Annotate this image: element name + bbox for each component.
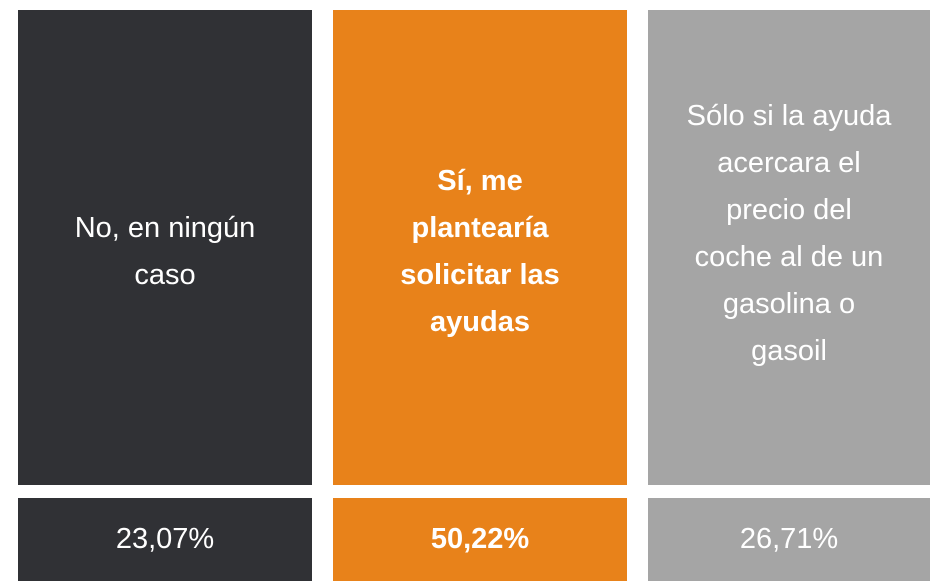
option-percentage: 23,07%: [18, 498, 312, 581]
option-percentage: 50,22%: [333, 498, 627, 581]
option-label-line: acercara el: [717, 146, 861, 179]
option-label-box: Sólo si la ayuda acercara el precio del coc…: [648, 10, 930, 485]
option-label-line: Sólo si la ayuda: [686, 99, 892, 132]
option-label-line: Sí, me: [437, 164, 523, 197]
option-label-line: ayudas: [430, 305, 530, 338]
option-label-line: precio del: [726, 193, 852, 226]
option-percentage: 26,71%: [648, 498, 930, 581]
option-label-line: caso: [134, 258, 196, 291]
option-label-box: Sí, me plantearía solicitar las ayudas: [333, 10, 627, 485]
option-label-line: gasolina o: [722, 287, 856, 320]
option-label-box: No, en ningún caso: [18, 10, 312, 485]
option-label-line: gasoil: [751, 334, 827, 367]
option-label-line: plantearía: [411, 211, 549, 244]
option-label-line: solicitar las: [400, 258, 560, 291]
option-label-line: No, en ningún: [74, 211, 256, 244]
option-label-line: coche al de un: [694, 240, 884, 273]
